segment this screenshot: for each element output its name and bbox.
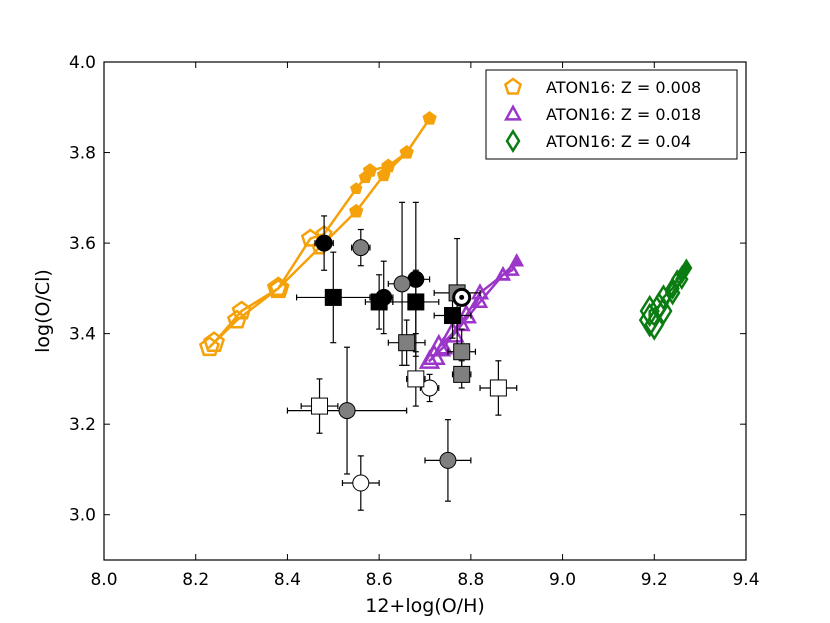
model-track-marker [198, 336, 220, 357]
model-track-marker [665, 277, 680, 300]
model-track-marker [300, 228, 320, 247]
model-track-marker [269, 278, 288, 297]
x-tick-label: 8.4 [274, 570, 301, 590]
model-track-marker [470, 283, 490, 300]
legend: ATON16: Z = 0.008 ATON16: Z = 0.018 ATON16… [485, 69, 738, 160]
x-tick-label: 9.4 [732, 570, 759, 590]
x-tick-label: 8.2 [182, 570, 209, 590]
model-track-marker [675, 268, 689, 291]
observation-square [407, 293, 425, 311]
model-tracks [198, 111, 693, 369]
model-track-marker [422, 343, 446, 365]
model-track-marker [358, 170, 373, 184]
model-track-marker [664, 280, 681, 306]
observation-circle [421, 379, 439, 397]
model-track-marker [381, 158, 396, 173]
observation-circle [393, 275, 411, 293]
observation-circle [352, 474, 370, 492]
model-track-marker [203, 331, 226, 353]
model-track-marker [231, 300, 252, 320]
model-track-marker [433, 336, 454, 355]
observation-square [489, 379, 507, 397]
model-track-marker [226, 309, 247, 329]
legend-label: ATON16: Z = 0.008 [546, 78, 701, 97]
observation-square [311, 397, 329, 415]
y-tick-label: 3.2 [69, 415, 96, 435]
observation-circle [352, 239, 370, 257]
observation-square [453, 365, 471, 383]
y-tick-label: 4.0 [69, 53, 96, 73]
y-tick-label: 3.8 [69, 144, 96, 164]
model-track-marker [680, 258, 693, 278]
x-tick-label: 8.8 [457, 570, 484, 590]
model-track-marker [350, 182, 363, 195]
model-track-marker [495, 266, 511, 281]
observations [286, 201, 518, 511]
model-track-marker [504, 261, 520, 276]
observation-square [370, 293, 388, 311]
observation-square [407, 370, 425, 388]
observation-circle [315, 234, 333, 252]
model-track-marker [509, 253, 525, 267]
model-track-marker [644, 308, 665, 341]
legend-marker [503, 104, 523, 121]
model-track-marker [376, 167, 391, 182]
model-track-marker [349, 203, 364, 218]
model-track-marker [471, 292, 489, 308]
x-tick-label: 8.6 [366, 570, 393, 590]
legend-marker [505, 129, 521, 153]
observation-circle [338, 402, 356, 420]
legend-marker [503, 77, 523, 95]
y-tick-label: 3.6 [69, 234, 96, 254]
legend-label: ATON16: Z = 0.04 [546, 132, 691, 151]
y-tick-label: 3.4 [69, 325, 96, 345]
observation-square [398, 334, 416, 352]
model-track-marker [639, 294, 660, 328]
observation-circle [439, 451, 457, 469]
axis-ticks: 8.0 8.2 8.4 8.6 8.8 9.0 9.2 9.4 3.0 3.2 3.4 3.6 3.8 4… [69, 53, 760, 590]
legend-box [485, 69, 738, 160]
x-tick-label: 9.0 [549, 570, 576, 590]
legend-label: ATON16: Z = 0.018 [546, 105, 701, 124]
y-axis-label: log(O/Cl) [32, 269, 54, 353]
observation-square [324, 288, 342, 306]
solar-symbol-dot [459, 294, 465, 300]
plot-frame [103, 61, 747, 561]
model-track-marker [422, 111, 437, 125]
x-tick-label: 8.0 [90, 570, 117, 590]
model-track-marker [266, 276, 290, 299]
observation-square [453, 343, 471, 361]
model-track-marker [399, 145, 414, 159]
model-track-marker [654, 296, 673, 326]
model-track-marker [418, 349, 441, 369]
x-axis-label: 12+log(O/H) [365, 595, 485, 617]
x-tick-label: 9.2 [641, 570, 668, 590]
observation-square [444, 307, 462, 325]
y-tick-label: 3.0 [69, 506, 96, 526]
